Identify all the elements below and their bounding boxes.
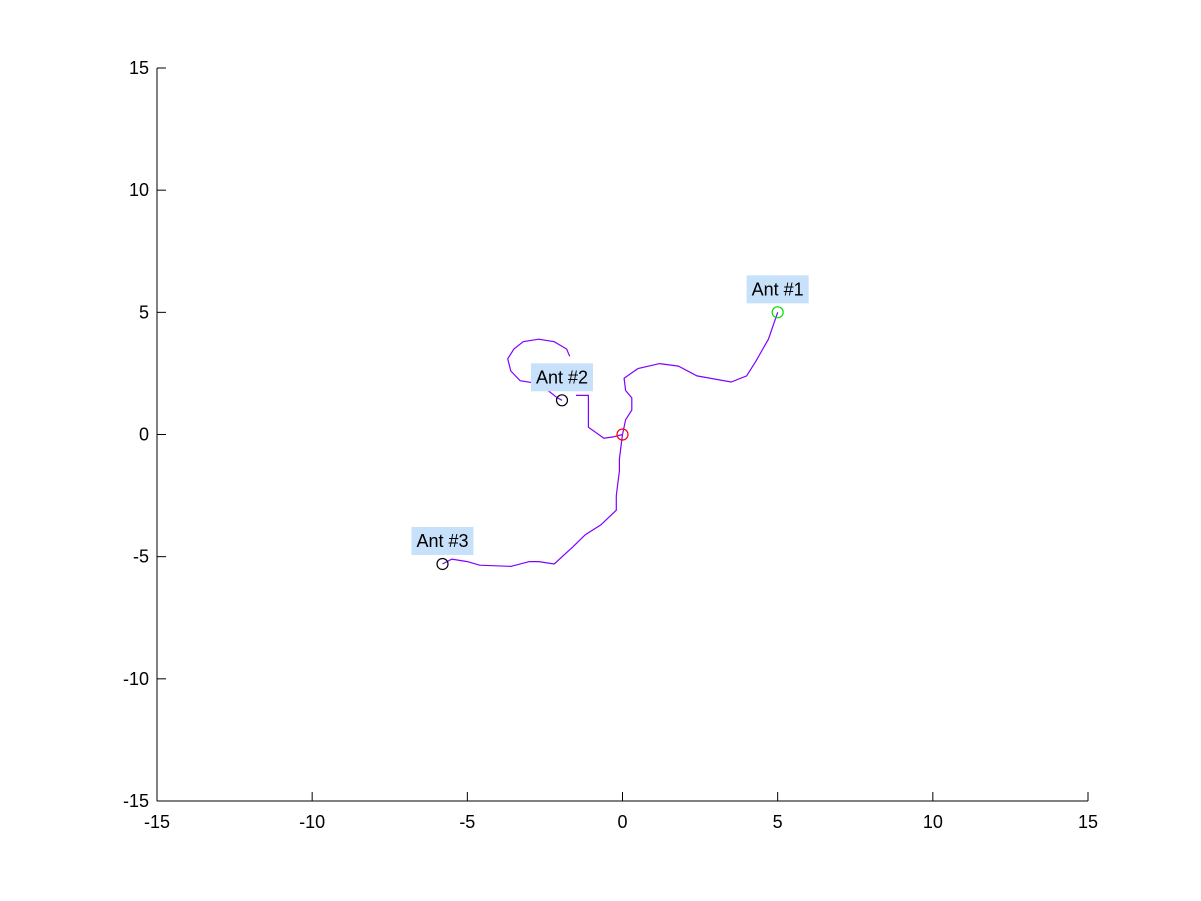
ant-label: Ant #2 (530, 363, 594, 392)
x-tick-label: -10 (299, 812, 325, 832)
ant-label-background (411, 526, 474, 555)
ant-markers (436, 306, 784, 571)
ant-label: Ant #3 (411, 526, 474, 555)
y-tick-label: -10 (123, 669, 149, 689)
origin-marker (616, 428, 629, 441)
ant-label-background (746, 275, 809, 304)
x-tick-label: 0 (617, 812, 627, 832)
ant-path-line (621, 312, 779, 435)
ant-marker (771, 306, 784, 319)
ant-path-line (576, 394, 623, 439)
ant-label: Ant #1 (746, 275, 809, 304)
x-tick-label: -15 (144, 812, 170, 832)
x-tick-label: -5 (459, 812, 475, 832)
y-tick-label: 5 (139, 302, 149, 322)
ant-marker (436, 557, 449, 571)
y-tick-label: 15 (129, 58, 149, 78)
ant-paths (442, 312, 779, 568)
y-tick-label: 0 (139, 425, 149, 445)
ant-label-text: Ant #2 (536, 367, 588, 387)
ant-path-line (442, 434, 624, 568)
ant-label-text: Ant #3 (416, 531, 468, 551)
y-tick-label: -15 (123, 791, 149, 811)
x-tick-label: 15 (1078, 812, 1098, 832)
y-tick-label: -5 (133, 547, 149, 567)
y-tick-label: 10 (129, 180, 149, 200)
x-tick-label: 5 (773, 812, 783, 832)
x-tick-label: 10 (923, 812, 943, 832)
ant-label-background (530, 363, 594, 392)
axes: -15 -10 -5 0 5 10 15 -15 -10 -5 0 5 10 15 (123, 58, 1098, 832)
ant-label-text: Ant #1 (752, 279, 804, 299)
ant-marker (555, 394, 569, 407)
ant-labels: Ant #1 Ant #2 Ant #3 (411, 275, 809, 555)
